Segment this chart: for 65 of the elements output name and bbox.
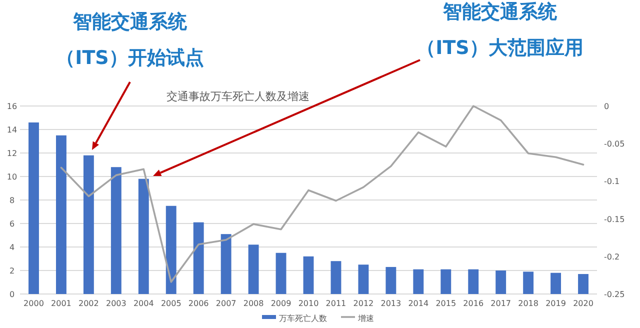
x-tick-label: 2004 [133,299,154,308]
bar [578,274,588,294]
text: （ITS）大范围应用 [416,37,584,59]
x-tick-label: 2002 [78,299,99,308]
x-tick-label: 2003 [106,299,126,308]
bar [413,269,424,294]
x-tick-label: 2008 [243,299,264,308]
x-tick-label: 2001 [51,299,72,308]
y2-tick-label: -0.05 [604,140,625,149]
legend-label: 增速 [357,314,374,323]
x-tick-label: 2006 [188,299,209,308]
y-tick-label: 4 [9,243,15,252]
bar [303,256,314,294]
x-tick-label: 2012 [353,299,374,308]
y2-tick-label: -0.2 [604,252,620,262]
x-tick-label: 2016 [463,299,484,308]
y-tick-label: 14 [6,126,18,134]
x-tick-label: 2017 [490,299,512,308]
bar [110,167,122,294]
bar [330,261,342,294]
y2-tick-label: -0.25 [604,290,625,299]
bar [138,178,149,294]
y-tick-label: 12 [6,149,18,158]
y2-tick-label: -0.1 [604,177,620,186]
y-tick-label: 2 [9,266,15,276]
bar [523,272,534,294]
x-tick-label: 2015 [436,299,456,308]
x-tick-label: 2010 [298,299,319,308]
x-tick-label: 2018 [518,299,538,308]
x-tick-label: 2019 [546,299,566,308]
bar [166,206,176,294]
x-tick-label: 2000 [24,299,44,308]
x-tick-label: 2007 [216,299,236,308]
x-tick-label: 2011 [326,299,346,308]
bar [193,222,204,294]
y-tick-label: 6 [9,220,15,228]
bar [440,269,452,294]
legend-label: 万车死亡人数 [279,314,327,323]
bar [28,122,39,294]
x-tick-label: 2020 [573,299,594,308]
x-tick-label: 2009 [270,299,292,308]
x-tick-label: 2014 [408,299,429,308]
bar [496,270,506,294]
bar [56,135,66,294]
bar [276,252,286,294]
chart-title: 交通事故万车死亡人数及增速 [166,90,310,103]
text: 智能交通系统 [442,1,558,23]
bar [550,272,562,294]
bar [386,266,396,294]
y-tick-label: 10 [6,172,18,182]
y-tick-label: 16 [6,102,18,111]
y2-tick-label: 0 [604,102,610,111]
bar [468,269,479,294]
bar [358,264,369,294]
bar [220,234,232,294]
x-tick-label: 2013 [380,299,402,308]
y-tick-label: 0 [9,290,15,299]
y2-tick-label: -0.15 [604,214,625,224]
text: 智能交通系统 [72,11,188,33]
text: （ITS）开始试点 [56,47,204,69]
line-series [60,105,584,283]
x-tick-label: 2005 [160,299,182,308]
bar [248,244,259,294]
y-tick-label: 8 [9,196,15,205]
bar [83,155,94,294]
